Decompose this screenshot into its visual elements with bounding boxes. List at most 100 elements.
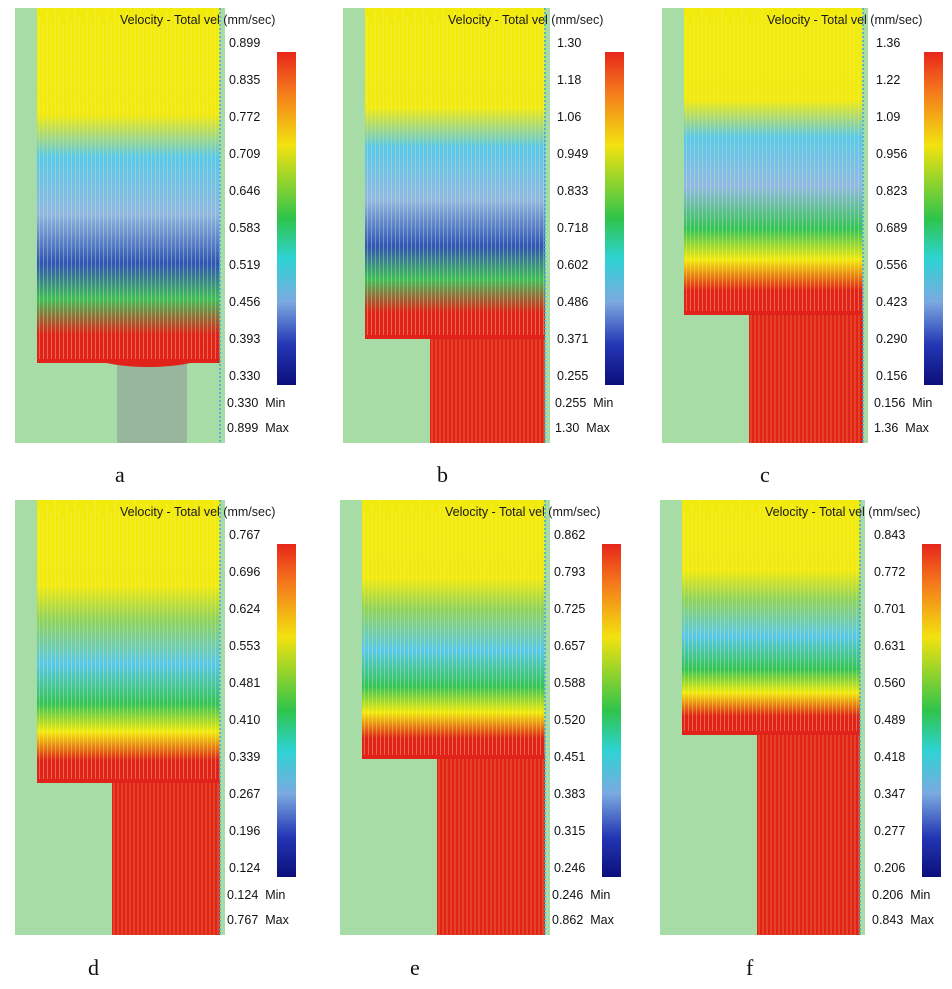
min-value: 0.330 — [227, 396, 259, 410]
colorbar-tick-label: 0.277 — [874, 824, 906, 838]
colorbar-tick-label: 0.556 — [876, 258, 908, 272]
max-readout: 0.767 Max — [227, 913, 289, 927]
colorbar-tick-label: 0.423 — [876, 295, 908, 309]
colorbar-tick-label: 0.646 — [229, 184, 261, 198]
panel-title: Velocity - Total vel (mm/sec) — [445, 505, 601, 519]
max-value: 0.843 — [872, 913, 904, 927]
max-value: 1.36 — [874, 421, 899, 435]
velocity-panel-c: Velocity - Total vel (mm/sec) 1.36 1.22 1.0… — [662, 8, 952, 448]
colorbar-tick-label: 0.486 — [557, 295, 589, 309]
colorbar-tick-label: 0.725 — [554, 602, 586, 616]
colorbar-tick-label: 0.371 — [557, 332, 589, 346]
colorbar-tick-label: 0.823 — [876, 184, 908, 198]
velocity-field-plot — [340, 500, 621, 935]
upper-chamber-flow — [684, 8, 863, 315]
min-value: 0.255 — [555, 396, 587, 410]
max-value: 0.767 — [227, 913, 259, 927]
panel-caption: c — [760, 462, 770, 487]
max-readout: 0.899 Max — [227, 421, 289, 435]
colorbar-tick-label: 0.862 — [554, 528, 586, 542]
min-label: Min — [265, 396, 286, 410]
colorbar-tick-label: 0.489 — [874, 713, 906, 727]
vector-streaks — [366, 8, 545, 443]
panel-title: Velocity - Total vel (mm/sec) — [448, 13, 604, 27]
upper-chamber-flow — [682, 500, 860, 735]
max-readout: 0.862 Max — [552, 913, 614, 927]
colorbar-tick-label: 0.196 — [229, 824, 261, 838]
colorbar — [277, 52, 296, 385]
upper-chamber-flow — [362, 500, 545, 759]
colorbar-tick-label: 0.255 — [557, 369, 589, 383]
colorbar-tick-label: 0.481 — [229, 676, 261, 690]
min-value: 0.246 — [552, 888, 584, 902]
velocity-field-plot — [662, 8, 943, 443]
max-label: Max — [905, 421, 929, 435]
velocity-panel-d: Velocity - Total vel (mm/sec) 0.767 0.696 0… — [15, 500, 315, 940]
colorbar-tick-label: 0.835 — [229, 73, 261, 87]
colorbar-tick-label: 0.899 — [229, 36, 261, 50]
colorbar-tick-label: 0.553 — [229, 639, 261, 653]
colorbar — [602, 544, 621, 877]
colorbar-tick-label: 0.519 — [229, 258, 261, 272]
min-value: 0.206 — [872, 888, 904, 902]
colorbar — [277, 544, 296, 877]
colorbar — [605, 52, 624, 385]
colorbar-tick-label: 0.696 — [229, 565, 261, 579]
colorbar-tick-label: 0.347 — [874, 787, 906, 801]
vector-streaks — [685, 8, 863, 443]
panel-title: Velocity - Total vel (mm/sec) — [767, 13, 923, 27]
min-readout: 0.124 Min — [227, 888, 285, 902]
colorbar-tick-label: 0.451 — [554, 750, 586, 764]
min-readout: 0.330 Min — [227, 396, 285, 410]
colorbar-tick-label: 0.709 — [229, 147, 261, 161]
min-label: Min — [590, 888, 611, 902]
min-label: Min — [593, 396, 614, 410]
colorbar-tick-label: 0.701 — [874, 602, 906, 616]
colorbar-tick-label: 0.588 — [554, 676, 586, 690]
colorbar-tick-label: 0.456 — [229, 295, 261, 309]
panel-caption: a — [115, 462, 125, 487]
colorbar-tick-label: 0.383 — [554, 787, 586, 801]
colorbar-tick-label: 0.124 — [229, 861, 261, 875]
colorbar-tick-label: 0.631 — [874, 639, 906, 653]
panel-title: Velocity - Total vel (mm/sec) — [120, 505, 276, 519]
min-label: Min — [912, 396, 933, 410]
panel-caption: e — [410, 955, 420, 980]
velocity-panel-b: Velocity - Total vel (mm/sec) 1.30 1.18 1.0… — [343, 8, 643, 448]
colorbar-tick-label: 0.767 — [229, 528, 261, 542]
colorbar-tick-label: 0.718 — [557, 221, 589, 235]
colorbar-tick-label: 0.560 — [874, 676, 906, 690]
panel-caption: d — [88, 955, 99, 980]
colorbar-tick-label: 0.267 — [229, 787, 261, 801]
min-readout: 0.255 Min — [555, 396, 613, 410]
colorbar-tick-label: 0.520 — [554, 713, 586, 727]
colorbar-tick-label: 0.246 — [554, 861, 586, 875]
velocity-field-plot — [15, 8, 296, 443]
colorbar — [922, 544, 941, 877]
neck-flow — [757, 730, 860, 935]
velocity-panel-a: Velocity - Total vel (mm/sec) 0.899 0.835 0… — [15, 8, 315, 448]
upper-chamber-flow — [37, 500, 220, 783]
vector-streaks — [363, 500, 545, 935]
colorbar-tick-label: 0.689 — [876, 221, 908, 235]
colorbar — [924, 52, 943, 385]
colorbar-tick-label: 0.418 — [874, 750, 906, 764]
vector-streaks — [38, 500, 220, 935]
velocity-field-plot — [660, 500, 941, 935]
colorbar-tick-label: 1.09 — [876, 110, 901, 124]
colorbar-tick-label: 0.949 — [557, 147, 589, 161]
min-value: 0.124 — [227, 888, 259, 902]
panel-caption: b — [437, 462, 448, 487]
velocity-panel-f: Velocity - Total vel (mm/sec) 0.843 0.772 0… — [660, 500, 952, 940]
colorbar-tick-label: 0.156 — [876, 369, 908, 383]
colorbar-tick-label: 0.206 — [874, 861, 906, 875]
max-label: Max — [265, 421, 289, 435]
max-label: Max — [590, 913, 614, 927]
max-label: Max — [265, 913, 289, 927]
colorbar-tick-label: 1.30 — [557, 36, 582, 50]
min-readout: 0.246 Min — [552, 888, 610, 902]
colorbar-tick-label: 0.843 — [874, 528, 906, 542]
neck-flow — [430, 334, 545, 443]
neck-flow — [749, 310, 863, 443]
colorbar-tick-label: 0.393 — [229, 332, 261, 346]
